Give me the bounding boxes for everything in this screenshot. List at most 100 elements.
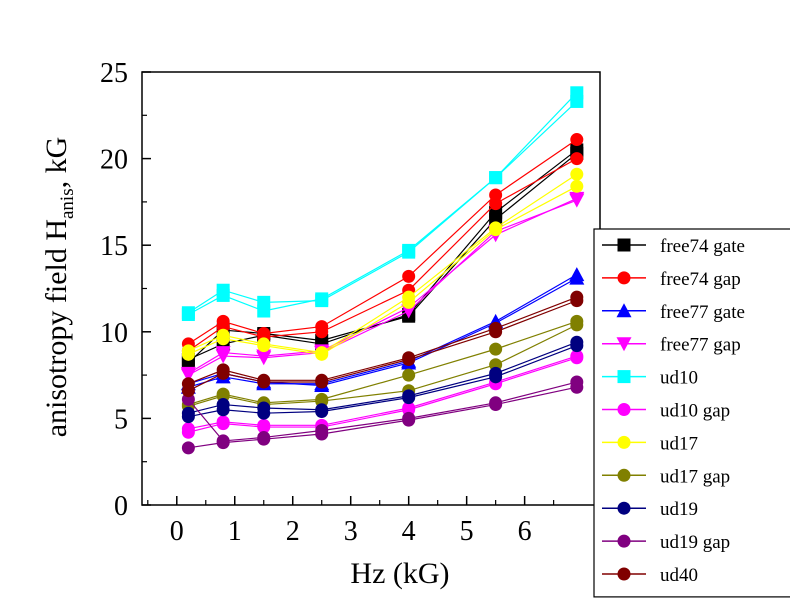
x-tick-label-5: 5 [460, 516, 474, 547]
series-1-point-1-6 [570, 152, 584, 166]
x-tick-label-1: 1 [228, 516, 242, 547]
series-4-line-1 [188, 101, 578, 316]
series-10-point-1-6 [570, 294, 584, 308]
x-tick-label-4: 4 [402, 516, 416, 547]
series-7-line-0 [188, 320, 578, 406]
series-4-point-1-1 [216, 288, 230, 302]
series-3-point-1-1 [215, 349, 231, 364]
series-6-point-1-5 [489, 223, 503, 237]
series-6-point-1-1 [216, 332, 230, 346]
series-7-point-1-6 [570, 318, 584, 332]
legend-label-4: ud10 [660, 368, 698, 389]
legend-label-1: free74 gap [660, 269, 741, 290]
legend-marker-5 [617, 403, 631, 416]
series-1-point-0-4 [402, 269, 416, 283]
series-9-point-1-5 [489, 398, 503, 412]
series-4 [181, 86, 584, 321]
y-axis-title-main: anisotropy field H [40, 219, 73, 437]
legend-marker-10 [617, 567, 631, 581]
ticks-layer: 0 1 2 3 4 5 6 0 5 10 15 20 25 [100, 58, 555, 547]
series-4-point-1-6 [570, 94, 584, 108]
legend-label-7: ud17 gap [660, 466, 730, 487]
legend-label-2: free77 gate [660, 302, 745, 323]
y-tick-label-4: 20 [100, 145, 128, 176]
series-9-point-1-3 [315, 427, 329, 441]
legend-label-9: ud19 gap [660, 532, 730, 553]
series-4-point-1-0 [181, 307, 195, 321]
series-7-point-0-4 [402, 368, 416, 382]
legend-marker-4 [617, 370, 631, 384]
y-axis-title-sub: anis [57, 188, 78, 219]
series-3-point-1-0 [180, 368, 196, 383]
x-tick-label-0: 0 [170, 516, 184, 547]
series-6-point-1-4 [402, 295, 416, 309]
x-tick-label-6: 6 [518, 516, 532, 547]
legend-marker-3 [616, 337, 632, 352]
series-9-point-1-2 [257, 432, 271, 446]
legend-marker-6 [617, 435, 631, 449]
series-6-point-1-6 [570, 179, 584, 193]
series-4-point-1-3 [315, 292, 329, 306]
series-1-point-1-5 [489, 197, 503, 211]
series-6-point-1-3 [315, 347, 329, 361]
series-4-line-0 [188, 92, 578, 314]
series-8-point-1-2 [257, 406, 271, 420]
series-2-point-1-6 [569, 270, 585, 285]
series-4-point-1-4 [402, 243, 416, 257]
series-3-point-1-2 [256, 351, 272, 366]
series-8-point-1-1 [216, 403, 230, 417]
series-8-point-1-3 [315, 404, 329, 418]
series-3-point-1-6 [569, 193, 585, 208]
legend-label-3: free77 gap [660, 335, 741, 356]
series-8-point-1-6 [570, 339, 584, 353]
series-9-point-1-0 [181, 441, 195, 455]
series-8-point-1-4 [402, 391, 416, 405]
legend-label-0: free74 gate [660, 236, 745, 257]
legend-marker-1 [617, 271, 631, 285]
series-9 [181, 375, 584, 455]
series-layer [180, 86, 585, 455]
y-tick-label-1: 5 [114, 404, 128, 435]
legend-label-6: ud17 [660, 433, 698, 454]
series-10-point-1-1 [216, 366, 230, 380]
series-7-line-1 [188, 324, 578, 407]
axes-layer [141, 71, 601, 506]
series-6-line-1 [188, 185, 578, 355]
series-5-point-1-2 [257, 420, 271, 434]
legend-marker-2 [616, 303, 632, 318]
series-6-point-1-2 [257, 339, 271, 353]
series-0 [181, 143, 584, 370]
series-10-point-1-4 [402, 353, 416, 367]
series-9-point-1-4 [402, 413, 416, 427]
y-axis-title-tail: , kG [40, 137, 73, 189]
series-3-point-1-4 [401, 304, 417, 319]
series-3-line-1 [188, 199, 578, 376]
series-10-point-1-2 [257, 375, 271, 389]
series-3-line-0 [188, 197, 578, 374]
series-1-line-1 [188, 158, 578, 352]
series-3 [180, 191, 585, 383]
legend-marker-0 [617, 238, 631, 252]
series-0-line-1 [187, 152, 578, 364]
series-6-point-1-0 [181, 347, 195, 361]
series-5-point-1-0 [181, 425, 195, 439]
series-9-point-1-6 [570, 380, 584, 394]
x-tick-label-3: 3 [344, 516, 358, 547]
y-axis-title: anisotropy field Hanis, kG [40, 137, 78, 438]
series-1-point-1-3 [315, 325, 329, 339]
series-10-point-1-0 [181, 384, 195, 398]
series-5-point-1-1 [216, 417, 230, 431]
series-4-point-1-5 [489, 171, 503, 185]
series-10 [181, 290, 584, 398]
y-tick-label-2: 10 [100, 318, 128, 349]
x-tick-label-2: 2 [286, 516, 300, 547]
series-9-point-1-1 [216, 436, 230, 450]
plot-frame [141, 71, 601, 506]
series-5-line-1 [188, 357, 577, 433]
series-8-point-1-0 [181, 410, 195, 424]
legend-marker-7 [617, 468, 631, 482]
series-7-point-0-5 [489, 342, 503, 356]
legend-label-8: ud19 [660, 499, 698, 520]
